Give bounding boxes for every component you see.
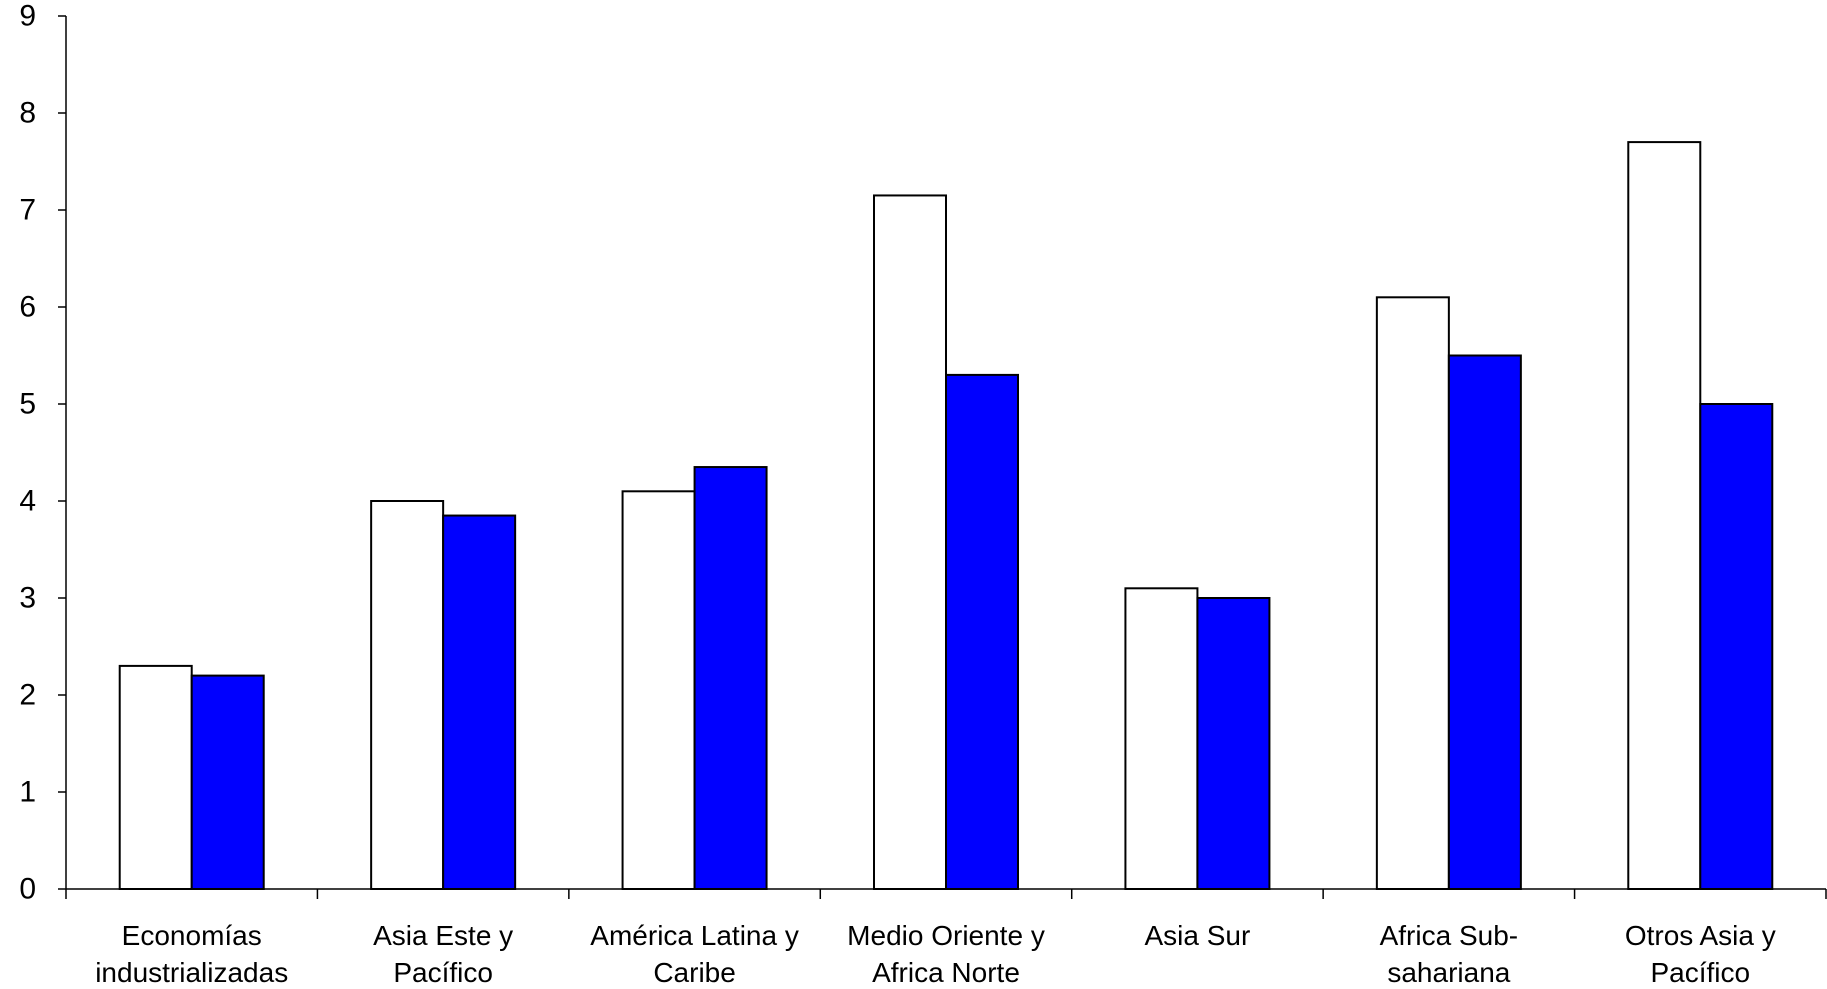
x-tick-label: Economías industrializadas xyxy=(95,920,288,988)
axes-group xyxy=(58,15,1827,899)
bar-series2-3 xyxy=(693,466,768,890)
x-tick-label: Africa Sub-sahariana xyxy=(1380,920,1519,988)
bar-series1-3 xyxy=(621,490,696,890)
bar-series1-6 xyxy=(1375,296,1450,890)
bars-group xyxy=(118,141,1774,891)
x-tick-label: América Latina y Caribe xyxy=(590,920,799,988)
bar-series2-1 xyxy=(190,674,265,890)
bar-series1-7 xyxy=(1627,141,1702,891)
x-tick-label: Asia Sur xyxy=(1145,920,1251,951)
bar-series2-4 xyxy=(945,373,1019,890)
y-tick-label: 9 xyxy=(19,0,36,33)
y-tick-labels: 0 1 2 3 4 5 6 7 8 9 xyxy=(19,0,36,906)
y-tick-label: 6 xyxy=(19,291,36,324)
y-tick-label: 0 xyxy=(19,873,36,906)
y-tick-label: 2 xyxy=(19,679,36,712)
x-tick-label: Medio Oriente y Africa Norte xyxy=(847,920,1045,988)
x-tick-label: Otros Asia y Pacífico xyxy=(1625,920,1776,988)
y-tick-label: 3 xyxy=(19,582,36,615)
y-tick-label: 8 xyxy=(19,97,36,130)
x-tick-label: Asia Este y Pacífico xyxy=(373,920,513,988)
bar-series1-5 xyxy=(1124,587,1199,890)
x-tick-labels: Economías industrializadas Asia Este y Pací… xyxy=(95,920,1776,988)
bar-series1-4 xyxy=(873,194,947,890)
bar-series1-1 xyxy=(118,664,193,891)
y-tick-label: 4 xyxy=(19,485,36,518)
bar-series2-7 xyxy=(1699,403,1774,890)
bar-series2-6 xyxy=(1447,354,1522,890)
y-tick-label: 7 xyxy=(19,194,36,227)
y-tick-label: 5 xyxy=(19,388,36,421)
bar-series2-5 xyxy=(1196,597,1271,890)
bar-series1-2 xyxy=(370,500,445,890)
y-tick-label: 1 xyxy=(19,776,36,809)
bar-series2-2 xyxy=(442,514,517,890)
